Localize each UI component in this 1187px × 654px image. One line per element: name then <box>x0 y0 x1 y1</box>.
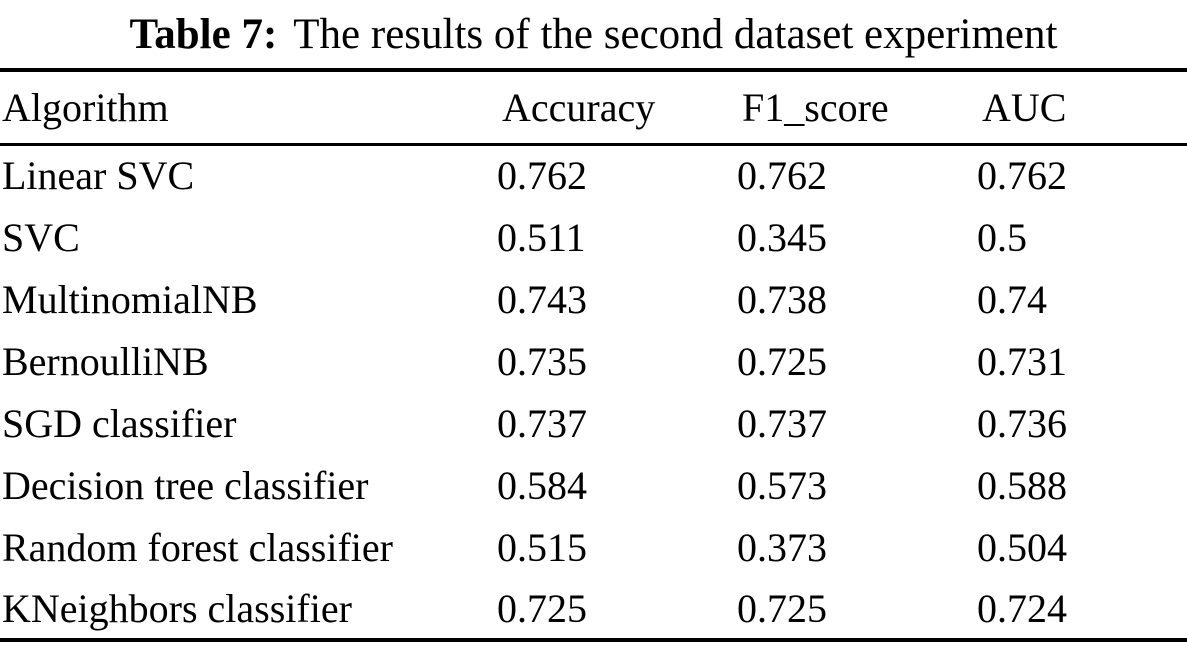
cell-accuracy: 0.762 <box>497 153 587 199</box>
cell-algorithm: Decision tree classifier <box>2 462 369 508</box>
cell-f1-score: 0.725 <box>737 338 827 384</box>
cell-algorithm: SGD classifier <box>2 400 237 446</box>
cell-f1-score: 0.345 <box>737 214 827 260</box>
results-table: Algorithm Accuracy F1_score AUC Linear S… <box>0 68 1187 642</box>
column-header-auc: AUC <box>982 84 1067 130</box>
cell-auc: 0.588 <box>977 462 1067 508</box>
cell-f1-score: 0.737 <box>737 400 827 446</box>
cell-f1-score: 0.725 <box>737 585 827 631</box>
cell-auc: 0.74 <box>977 276 1047 322</box>
cell-f1-score: 0.573 <box>737 462 827 508</box>
column-header-f1-score: F1_score <box>742 84 889 130</box>
cell-algorithm: SVC <box>2 214 80 260</box>
table-row: Random forest classifier 0.515 0.373 0.504 <box>0 516 1187 578</box>
cell-auc: 0.762 <box>977 153 1067 199</box>
table-row: SVC 0.511 0.345 0.5 <box>0 206 1187 268</box>
cell-f1-score: 0.762 <box>737 153 827 199</box>
cell-auc: 0.504 <box>977 524 1067 570</box>
cell-auc: 0.724 <box>977 585 1067 631</box>
table-row: BernoulliNB 0.735 0.725 0.731 <box>0 330 1187 392</box>
table-caption-text: The results of the second dataset experi… <box>293 10 1058 58</box>
cell-auc: 0.731 <box>977 338 1067 384</box>
cell-algorithm: Linear SVC <box>2 153 195 199</box>
table-row: Decision tree classifier 0.584 0.573 0.588 <box>0 454 1187 516</box>
cell-accuracy: 0.725 <box>497 585 587 631</box>
table-row: KNeighbors classifier 0.725 0.725 0.724 <box>0 578 1187 640</box>
table-caption: Table 7: The results of the second datas… <box>0 0 1187 68</box>
cell-algorithm: Random forest classifier <box>2 524 393 570</box>
cell-accuracy: 0.735 <box>497 338 587 384</box>
cell-algorithm: MultinomialNB <box>2 276 258 322</box>
table-row: Linear SVC 0.762 0.762 0.762 <box>0 144 1187 206</box>
table-row: SGD classifier 0.737 0.737 0.736 <box>0 392 1187 454</box>
cell-algorithm: BernoulliNB <box>2 338 209 384</box>
cell-algorithm: KNeighbors classifier <box>2 585 352 631</box>
cell-accuracy: 0.515 <box>497 524 587 570</box>
cell-f1-score: 0.373 <box>737 524 827 570</box>
cell-f1-score: 0.738 <box>737 276 827 322</box>
header-row: Algorithm Accuracy F1_score AUC <box>0 70 1187 144</box>
cell-auc: 0.5 <box>977 214 1027 260</box>
table-caption-label: Table 7: <box>129 10 278 58</box>
cell-auc: 0.736 <box>977 400 1067 446</box>
cell-accuracy: 0.737 <box>497 400 587 446</box>
table-row: MultinomialNB 0.743 0.738 0.74 <box>0 268 1187 330</box>
column-header-algorithm: Algorithm <box>2 84 169 130</box>
table-body: Linear SVC 0.762 0.762 0.762 SVC 0.511 0.345 0.… <box>0 144 1187 640</box>
cell-accuracy: 0.584 <box>497 462 587 508</box>
column-header-accuracy: Accuracy <box>502 84 656 130</box>
cell-accuracy: 0.743 <box>497 276 587 322</box>
cell-accuracy: 0.511 <box>497 214 586 260</box>
